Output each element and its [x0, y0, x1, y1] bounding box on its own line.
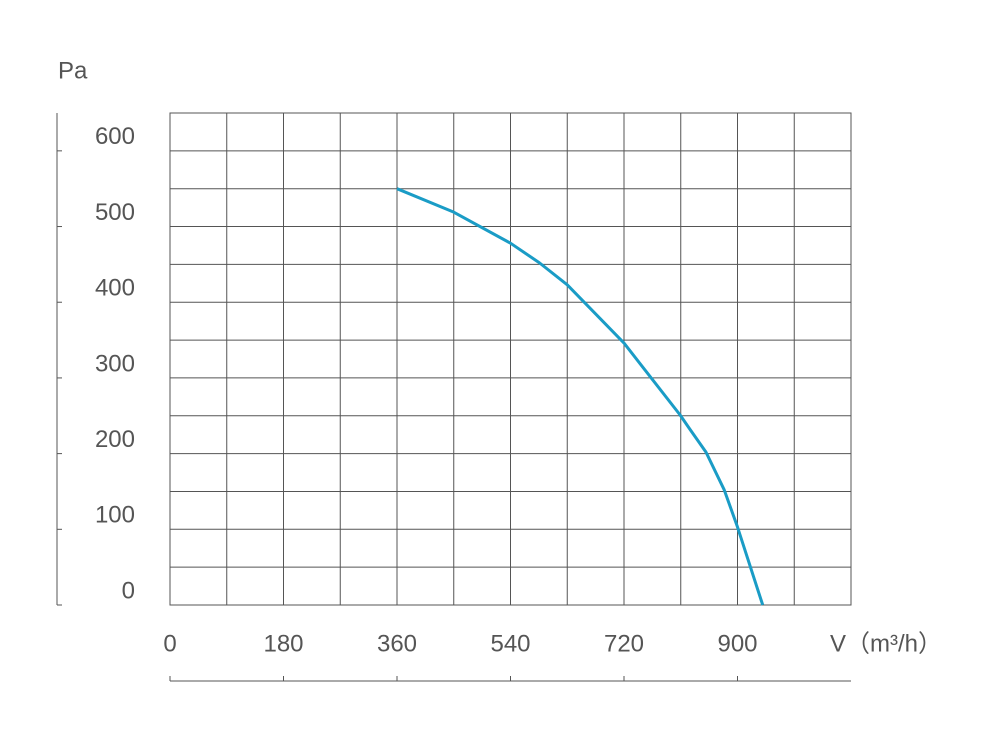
y-tick-label: 200: [95, 426, 135, 453]
x-tick-label: 360: [377, 630, 417, 657]
y-axis-label: Pa: [58, 57, 88, 84]
x-tick-label: 900: [717, 630, 757, 657]
y-tick-label: 400: [95, 275, 135, 302]
curve: [396, 187, 765, 606]
y-tick-label: 500: [95, 199, 135, 226]
x-tick-label: 0: [163, 630, 176, 657]
y-tick-label: 0: [122, 577, 135, 604]
y-tick-label: 100: [95, 502, 135, 529]
y-tick-label: 600: [95, 123, 135, 150]
x-tick-label: 180: [263, 630, 303, 657]
x-tick-label: 720: [604, 630, 644, 657]
x-axis-label: V（m³/h）: [830, 630, 942, 657]
x-tick-label: 540: [490, 630, 530, 657]
y-tick-label: 300: [95, 350, 135, 377]
